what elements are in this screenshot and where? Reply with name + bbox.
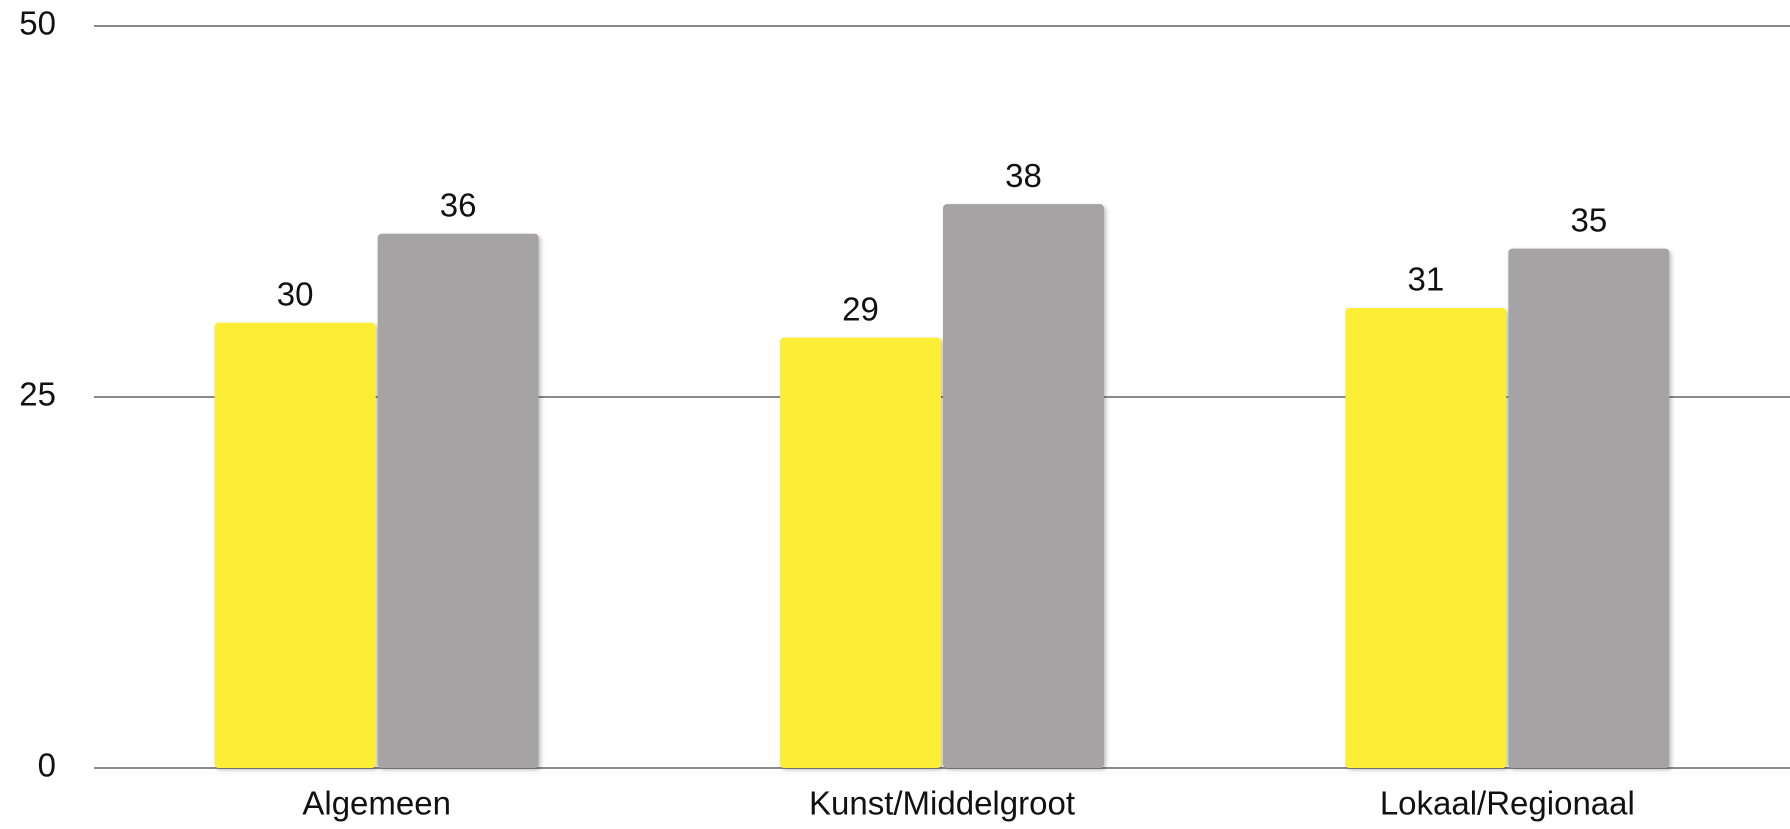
y-tick-label: 0	[38, 747, 56, 784]
value-label: 38	[1005, 157, 1042, 194]
value-label: 29	[842, 290, 879, 327]
x-tick-label: Algemeen	[302, 785, 451, 822]
bar	[377, 233, 539, 768]
value-label: 31	[1407, 261, 1444, 298]
value-label: 36	[440, 186, 477, 223]
x-tick-label: Lokaal/Regionaal	[1380, 785, 1635, 822]
bar	[780, 337, 941, 768]
bar	[1345, 307, 1507, 768]
bar	[214, 322, 376, 768]
y-tick-label: 50	[19, 5, 56, 42]
value-label: 35	[1570, 201, 1607, 238]
bar	[943, 204, 1104, 768]
bar	[1508, 248, 1670, 769]
y-tick-label: 25	[19, 376, 56, 413]
value-label: 30	[277, 276, 314, 313]
x-tick-label: Kunst/Middelgroot	[809, 785, 1075, 822]
